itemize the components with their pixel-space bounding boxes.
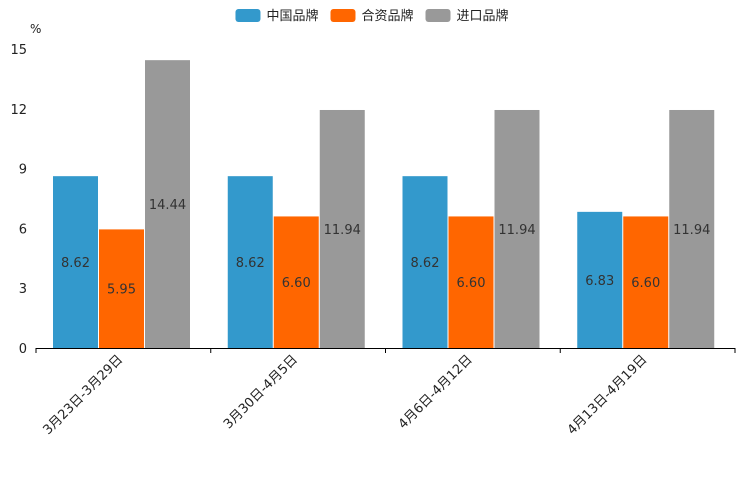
- data-label: 6.83: [585, 274, 614, 289]
- legend-label: 进口品牌: [457, 8, 509, 24]
- bar: [53, 176, 98, 348]
- legend-swatch: [330, 9, 356, 22]
- data-label: 8.62: [236, 256, 265, 271]
- data-label: 8.62: [61, 256, 90, 271]
- x-axis: 3月23日-3月29日 3月30日-4月5日 4月6日-4月12日 4月13日-4月1…: [35, 348, 736, 438]
- legend-swatch: [425, 9, 451, 22]
- x-category-label: 4月6日-4月12日: [396, 352, 476, 432]
- legend: 中国品牌 合资品牌 进口品牌: [235, 8, 509, 24]
- data-label: 6.60: [631, 276, 660, 291]
- bar: [273, 216, 319, 348]
- legend-label: 中国品牌: [266, 8, 318, 24]
- bar: [669, 109, 715, 348]
- data-label: 6.60: [457, 276, 486, 291]
- y-tick-label: 0: [19, 342, 27, 357]
- data-label: 14.44: [149, 198, 186, 213]
- bar: [319, 109, 365, 348]
- y-tick-label: 15: [10, 43, 27, 58]
- y-axis-unit-label: %: [30, 22, 41, 36]
- bar: [577, 211, 623, 348]
- x-category-label: 3月23日-3月29日: [40, 352, 126, 438]
- y-tick-label: 3: [19, 282, 27, 297]
- y-axis: 0 3 6 9 12 15: [10, 43, 27, 357]
- bar: [402, 176, 448, 348]
- y-tick-label: 12: [10, 103, 27, 118]
- data-label: 11.94: [324, 223, 361, 238]
- bar: [227, 176, 273, 348]
- y-tick-label: 6: [19, 222, 27, 237]
- bar: [448, 216, 494, 348]
- y-tick-label: 9: [19, 163, 27, 178]
- data-label: 11.94: [498, 223, 535, 238]
- data-label: 11.94: [673, 223, 710, 238]
- legend-swatch: [235, 9, 261, 22]
- data-label: 5.95: [107, 283, 136, 298]
- bar: [494, 109, 540, 348]
- data-label: 6.60: [282, 276, 311, 291]
- bar: [145, 60, 190, 349]
- legend-label: 合资品牌: [361, 8, 413, 24]
- x-category-label: 3月30日-4月5日: [221, 352, 301, 432]
- data-label: 8.62: [411, 256, 440, 271]
- bar: [623, 216, 669, 348]
- x-category-label: 4月13日-4月19日: [565, 352, 651, 438]
- bars: 8.62 5.95 14.44 8.62 6.60 11.94 8.62 6.60 11.94 6…: [53, 60, 715, 349]
- bar: [99, 229, 144, 348]
